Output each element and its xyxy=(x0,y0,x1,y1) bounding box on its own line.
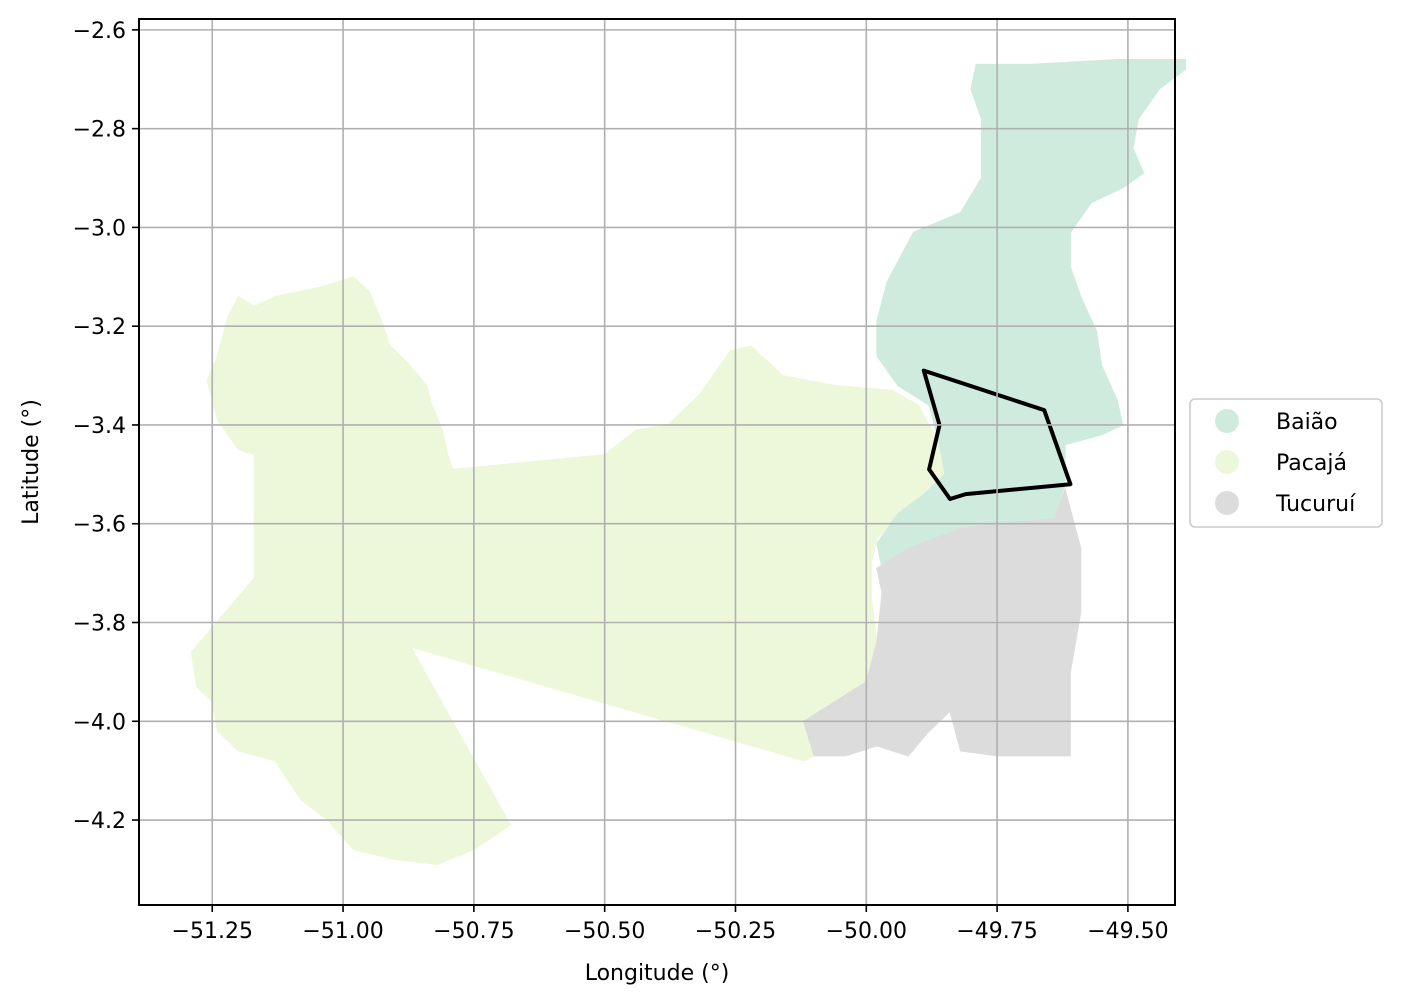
x-tick-label: −51.25 xyxy=(172,919,253,944)
y-tick-label: −4.0 xyxy=(73,710,126,735)
y-tick-label: −3.8 xyxy=(73,612,126,637)
y-tick-label: −3.6 xyxy=(73,513,126,538)
x-tick-label: −50.75 xyxy=(433,919,514,944)
legend-frame xyxy=(1189,398,1383,528)
x-tick-label: −49.50 xyxy=(1087,919,1168,944)
x-tick-label: −51.00 xyxy=(302,919,383,944)
x-axis-ticks: −51.25 −51.00 −50.75 −50.50 −50.25 −50.00 −49.… xyxy=(172,905,1169,944)
x-tick-label: −49.75 xyxy=(956,919,1037,944)
x-tick-label: −50.00 xyxy=(826,919,907,944)
grid-lines xyxy=(139,19,1175,905)
plot-frame xyxy=(138,18,1176,906)
legend-label: Baião xyxy=(1276,410,1338,435)
legend: Baião Pacajá Tucuruí xyxy=(1189,398,1383,528)
legend-marker xyxy=(1215,450,1239,474)
legend-label: Tucuruí xyxy=(1275,492,1356,517)
legend-marker xyxy=(1215,409,1239,433)
outline-layer xyxy=(921,368,1073,501)
regions-layer xyxy=(190,59,1186,866)
x-tick-label: −50.50 xyxy=(564,919,645,944)
region-pacaja xyxy=(190,276,951,866)
y-tick-label: −3.0 xyxy=(73,216,126,241)
y-tick-label: −3.4 xyxy=(73,414,126,439)
y-axis-title: Latitude (°) xyxy=(19,399,44,525)
legend-marker xyxy=(1215,491,1239,515)
y-tick-label: −2.6 xyxy=(73,19,126,44)
x-axis-title: Longitude (°) xyxy=(585,961,730,986)
region-baiao xyxy=(876,59,1186,570)
y-tick-label: −3.2 xyxy=(73,315,126,340)
x-tick-label: −50.25 xyxy=(695,919,776,944)
legend-label: Pacajá xyxy=(1276,451,1347,476)
study-area-outline xyxy=(921,368,1073,501)
y-tick-label: −4.2 xyxy=(73,809,126,834)
y-tick-label: −2.8 xyxy=(73,118,126,143)
y-axis-ticks: −2.6 −2.8 −3.0 −3.2 −3.4 −3.6 −3.8 −4.0 −4.2 xyxy=(73,19,139,834)
